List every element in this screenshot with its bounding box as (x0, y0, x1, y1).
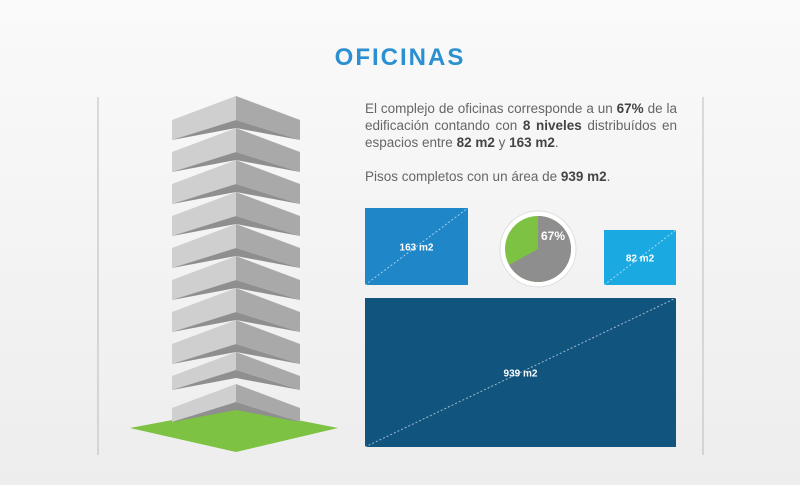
building-level (172, 320, 236, 364)
box-label: 939 m2 (504, 369, 538, 380)
building-level (172, 128, 236, 172)
building-level (236, 256, 300, 300)
building-level (172, 216, 300, 236)
building-level (172, 402, 300, 422)
highlight: 8 niveles (522, 118, 582, 133)
title: OFICINAS (334, 44, 466, 71)
highlight: 82 m2 (456, 135, 495, 150)
text-run: . (606, 169, 611, 184)
box-label: 82 m2 (626, 254, 655, 265)
building-level (236, 224, 300, 268)
building-level (172, 160, 236, 204)
highlight: 163 m2 (509, 135, 555, 150)
box-diagonal (603, 229, 677, 286)
building-level (172, 96, 236, 140)
building-level (172, 152, 300, 172)
building-level (172, 352, 236, 390)
pie-slice (509, 216, 572, 283)
paragraph: El complejo de oficinas corresponde a un… (365, 100, 677, 151)
building-level (236, 96, 300, 140)
building-level (172, 288, 236, 332)
box-diagonal (364, 207, 469, 286)
building-level (172, 184, 300, 204)
text-run: de la edificación contando con (365, 101, 677, 133)
text-run: y (494, 135, 510, 150)
highlight: 67% (616, 101, 644, 116)
building-level (172, 344, 300, 364)
building-level (172, 312, 300, 332)
building-level (236, 128, 300, 172)
text-run: distribuídos en espacios entre (365, 118, 677, 150)
building-level (236, 192, 300, 236)
building-base (130, 408, 338, 452)
building-level (236, 160, 300, 204)
description: El complejo de oficinas corresponde a un… (365, 100, 677, 202)
building-level (172, 370, 300, 390)
building-level (236, 384, 300, 422)
building-level (236, 320, 300, 364)
text-run: Pisos completos con un área de (365, 169, 561, 184)
box-label: 163 m2 (400, 243, 434, 254)
building-level (172, 256, 236, 300)
building-level (236, 352, 300, 390)
building-level (172, 384, 236, 422)
pie-label: 67% (541, 229, 565, 243)
text-run: . (554, 135, 559, 150)
building-level (172, 224, 236, 268)
building-level (236, 288, 300, 332)
building-level (172, 280, 300, 300)
highlight: 939 m2 (560, 169, 607, 184)
box-diagonal (364, 297, 677, 448)
text-run: El complejo de oficinas corresponde a un (365, 101, 617, 116)
building-level (172, 248, 300, 268)
building-level (172, 192, 236, 236)
paragraph: Pisos completos con un área de 939 m2. (365, 168, 677, 185)
building-level (172, 120, 300, 140)
